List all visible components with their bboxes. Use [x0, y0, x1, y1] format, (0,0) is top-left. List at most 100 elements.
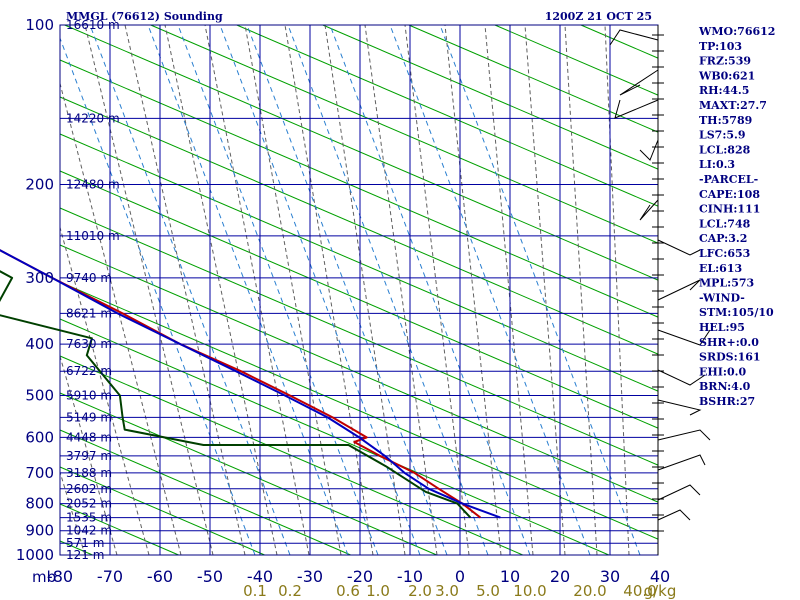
dry-adiabat [150, 24, 659, 244]
temperature-tick-label: 20 [550, 567, 570, 586]
height-label: 1042 m [66, 524, 112, 538]
index-item: BRN:4.0 [699, 380, 751, 393]
wind-barb [657, 329, 711, 346]
height-label: 9740 m [66, 271, 112, 285]
moist-adiabats [59, 24, 630, 556]
wind-barb [657, 239, 701, 256]
temperature-tick-label: 40 [650, 567, 670, 586]
moist-adiabat [604, 24, 630, 556]
pressure-tick-label: 700 [25, 464, 54, 482]
temperature-tick-label: -50 [197, 567, 223, 586]
temperature-tick-label: -80 [47, 567, 73, 586]
index-item: MPL:573 [699, 277, 754, 290]
dry-adiabat [59, 466, 265, 556]
moist-adiabat [164, 24, 278, 556]
sounding-profiles [0, 249, 501, 519]
height-label: 4448 m [66, 430, 112, 444]
height-label: 6722 m [66, 364, 112, 378]
mixing-ratio-line [329, 24, 531, 556]
dry-adiabat [494, 24, 659, 96]
mixing-ratio-line [439, 24, 641, 556]
index-item: TH:5789 [699, 114, 752, 127]
index-item: LCL:748 [699, 217, 751, 230]
parcel-line [0, 249, 501, 519]
index-item: LCL:828 [699, 143, 751, 156]
index-item: MAXT:27.7 [699, 99, 767, 112]
moist-adiabat [444, 24, 502, 556]
temperature-line [0, 249, 482, 519]
wind-barb [609, 29, 659, 46]
index-item: SHR+:0.0 [699, 336, 759, 349]
mixing-ratio-line [287, 24, 489, 556]
moist-adiabat [204, 24, 310, 556]
dry-adiabat [59, 503, 179, 556]
mixing-ratio-line [147, 24, 349, 556]
dry-adiabat [580, 24, 659, 59]
pressure-tick-label: 1000 [16, 546, 54, 564]
mixing-ratio-line [59, 38, 256, 556]
height-label: 12480 m [66, 178, 120, 192]
moist-adiabat [524, 24, 566, 556]
pressure-unit-label: mb [32, 568, 56, 586]
mixing-ratio-unit: g/kg [644, 582, 677, 600]
index-item: CAPE:108 [699, 188, 760, 201]
chart-title: MMGL (76612) Sounding [66, 10, 223, 23]
temperature-tick-label: -20 [347, 567, 373, 586]
wind-barb [614, 99, 659, 119]
wind-barb [657, 509, 691, 521]
temperature-tick-label: -10 [397, 567, 423, 586]
dry-adiabat [64, 24, 659, 281]
moist-adiabat [324, 24, 406, 556]
temperature-tick-label: -40 [247, 567, 273, 586]
moist-adiabat [404, 24, 470, 556]
index-item: HEL:95 [699, 321, 745, 334]
height-label: 16610 m [66, 18, 120, 32]
wind-barb [657, 399, 702, 416]
mixing-ratio-line [177, 24, 379, 556]
mixing-ratio-line [89, 24, 291, 556]
index-item: CAP:3.2 [699, 232, 747, 245]
height-label: 5149 m [66, 410, 112, 424]
pressure-axis: 100 200 300 400 500 600 700 800 900 1000 mb [16, 16, 56, 586]
mixing-ratio-axis: 0.1 0.2 0.6 1.0 2.0 3.0 5.0 10.0 20.0 40.0g/kg [243, 582, 676, 600]
pressure-tick-label: 400 [25, 335, 54, 353]
temperature-tick-label: 30 [600, 567, 620, 586]
pressure-tick-label: 800 [25, 495, 54, 513]
mixing-ratio-label: 5.0 [476, 582, 500, 600]
wind-barb [639, 139, 659, 161]
mixing-ratio-line [389, 24, 591, 556]
index-item: EL:613 [699, 262, 742, 275]
wind-barb [657, 454, 706, 471]
plot-background [60, 25, 658, 555]
index-item: LS7:5.9 [699, 129, 746, 142]
height-labels: 16610 m 14220 m 12480 m 11010 m 9740 m 8621 m… [66, 18, 120, 562]
mixing-ratio-line [246, 24, 448, 556]
index-item: FRZ:539 [699, 55, 751, 68]
mixing-ratio-label: 0.6 [336, 582, 360, 600]
wind-barb [657, 279, 701, 301]
index-item: WMO:76612 [698, 25, 775, 38]
index-item: LFC:653 [699, 247, 750, 260]
mixing-ratio-label: 2.0 [408, 582, 432, 600]
index-item: WB0:621 [698, 69, 755, 82]
height-label: 5910 m [66, 388, 112, 402]
moist-adiabat [564, 24, 598, 556]
wind-barb [657, 429, 711, 441]
height-label: 7630 m [66, 337, 112, 351]
pressure-tick-label: 500 [25, 386, 54, 404]
height-label: 1535 m [66, 511, 112, 525]
mixing-ratio-label: 10.0 [513, 582, 546, 600]
mixing-ratio-label: 20.0 [573, 582, 606, 600]
index-item: BSHR:27 [699, 395, 755, 408]
index-item: LI:0.3 [699, 158, 735, 171]
index-item: EHI:0.0 [699, 365, 746, 378]
wind-barb [657, 484, 701, 501]
height-label: 2602 m [66, 482, 112, 496]
temperature-axis: -80 -70 -60 -50 -40 -30 -20 -10 0 10 20 30 40 [47, 567, 670, 586]
dry-adiabat [322, 24, 659, 170]
temperature-tick-label: -70 [97, 567, 123, 586]
index-item: TP:103 [699, 40, 742, 53]
pressure-tick-label: 100 [25, 16, 54, 34]
height-label: 8621 m [66, 306, 112, 320]
